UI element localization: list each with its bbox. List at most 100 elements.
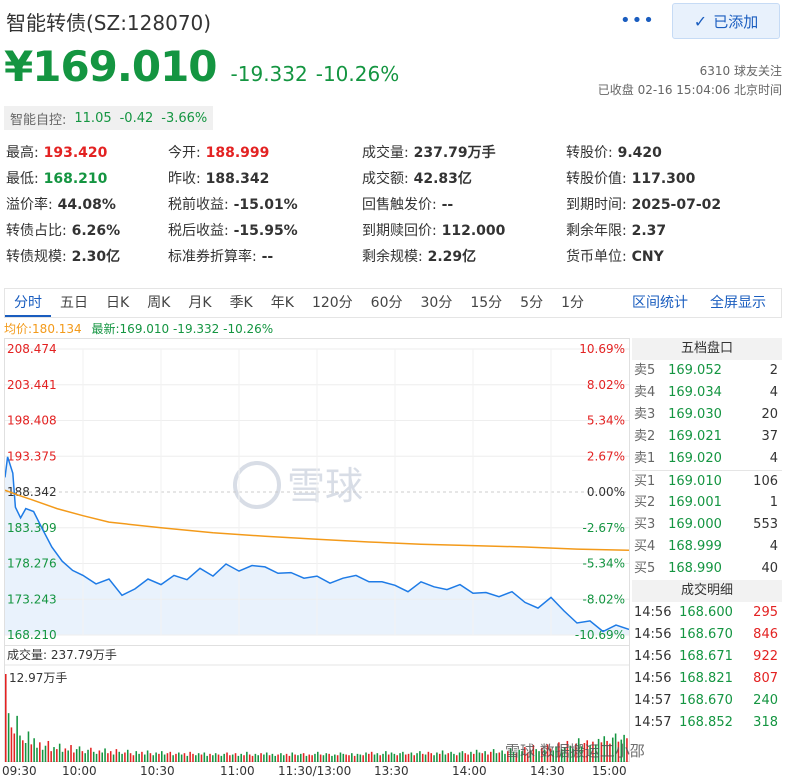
volume-bar — [353, 755, 356, 762]
stat-value: 117.300 — [626, 171, 696, 187]
more-options-icon[interactable]: ••• — [620, 10, 655, 31]
volume-bar — [535, 749, 537, 762]
watermark-xueqiu: 雪球 — [287, 464, 363, 508]
tab-period[interactable]: 月K — [188, 295, 212, 311]
volume-bar — [158, 753, 160, 762]
volume-bar — [121, 753, 123, 762]
volume-bar — [461, 751, 464, 762]
volume-bar — [206, 755, 208, 762]
trade-qty: 318 — [753, 715, 778, 730]
stat-label: 到期赎回价: — [362, 223, 437, 239]
bid-label: 买4 — [634, 539, 656, 554]
stat-value: 188.999 — [200, 145, 270, 161]
trade-qty: 922 — [753, 649, 778, 664]
volume-bar — [393, 753, 396, 762]
intraday-chart-svg: 雪球 208.474 10.69% 203.441 8.02% 198.408 5.34% 1… — [4, 342, 630, 642]
volume-bar — [56, 749, 58, 762]
volume-bar — [192, 753, 194, 762]
tab-period[interactable]: 30分 — [420, 295, 453, 311]
tab-period[interactable]: 5分 — [520, 295, 544, 311]
avg-price-line — [4, 489, 630, 552]
ask-qty: 2 — [769, 363, 778, 378]
tab-period[interactable]: 年K — [270, 295, 294, 311]
volume-bar — [143, 754, 146, 762]
volume-bar — [444, 754, 447, 762]
stat-item: 转股价: 9.420 — [566, 142, 662, 162]
volume-bar — [98, 750, 101, 762]
volume-bar — [39, 742, 41, 762]
price-line — [4, 456, 630, 633]
volume-bar — [294, 754, 296, 762]
volume-bar — [538, 751, 540, 762]
volume-bar — [92, 751, 95, 762]
volume-bar — [118, 751, 121, 762]
fullscreen-link[interactable]: 全屏显示 — [710, 295, 766, 311]
volume-bar — [67, 750, 69, 762]
followers-count[interactable]: 6310 球友关注 — [699, 64, 782, 78]
volume-bar — [265, 752, 268, 762]
volume-bar — [455, 755, 458, 762]
tab-period[interactable]: 五日 — [60, 295, 88, 311]
stat-value: 44.08% — [52, 197, 116, 213]
trade-price: 168.670 — [679, 627, 733, 642]
bid-row: 买5 168.990 40 — [632, 558, 782, 580]
stat-item: 剩余年限: 2.37 — [566, 220, 666, 240]
market-status: 已收盘 02-16 15:04:06 北京时间 — [597, 83, 782, 97]
tab-period[interactable]: 周K — [147, 295, 171, 311]
y-tick-right: -10.69% — [575, 628, 625, 642]
volume-bar — [328, 753, 330, 762]
volume-bar — [413, 755, 415, 762]
volume-bar — [161, 751, 163, 762]
trade-row: 14:56 168.600 295 — [632, 602, 782, 624]
volume-bar — [172, 755, 174, 762]
tab-period[interactable]: 1分 — [561, 295, 584, 311]
stat-value: -15.95% — [228, 223, 298, 239]
volume-bar — [606, 740, 608, 762]
volume-bar — [331, 755, 333, 762]
y-tick-left: 193.375 — [7, 449, 57, 463]
volume-chart[interactable]: 成交量: 237.79万手 12.97万手 — [4, 646, 630, 762]
bid-row: 买3 169.000 553 — [632, 514, 782, 536]
volume-bar — [41, 749, 44, 762]
tab-period[interactable]: 60分 — [370, 295, 403, 311]
volume-bar — [617, 741, 620, 762]
tab-period[interactable]: 15分 — [470, 295, 503, 311]
volume-bar — [237, 755, 240, 762]
tab-period[interactable]: 120分 — [311, 295, 353, 311]
ask-price: 169.021 — [668, 429, 722, 444]
bid-price: 168.999 — [668, 539, 722, 554]
volume-bar — [470, 751, 472, 762]
volume-bar — [61, 751, 64, 762]
x-tick: 13:30 — [374, 764, 409, 778]
interval-stats-link[interactable]: 区间统计 — [632, 295, 688, 311]
tab-period[interactable]: 季K — [229, 295, 253, 311]
intraday-chart[interactable]: 雪球 208.474 10.69% 203.441 8.02% 198.408 5.34% 1… — [4, 338, 630, 646]
underlying-stock[interactable]: 智能自控: 11.05 -0.42 -3.66% — [4, 106, 214, 130]
volume-bar — [563, 747, 566, 762]
volume-bar — [248, 754, 251, 762]
ask-qty: 37 — [761, 429, 778, 444]
volume-bar — [64, 748, 67, 762]
volume-bar — [183, 753, 186, 762]
stat-item: 最低: 168.210 — [6, 168, 107, 188]
volume-bar — [138, 753, 140, 762]
ask-row: 卖2 169.021 37 — [632, 426, 782, 448]
volume-bar — [498, 752, 501, 762]
y-tick-left: 198.408 — [7, 414, 57, 428]
bid-price: 169.010 — [668, 474, 722, 489]
stat-label: 成交量: — [362, 145, 409, 161]
tab-period[interactable]: 分时 — [5, 289, 51, 317]
order-book-panel: 五档盘口 卖5 169.052 2 卖4 169.034 4 卖3 169.030 20 卖2 169… — [632, 338, 782, 762]
volume-bar — [5, 674, 7, 762]
volume-bar — [558, 742, 560, 762]
volume-bar — [87, 749, 89, 762]
ask-price: 169.020 — [668, 451, 722, 466]
trade-row: 14:56 168.671 922 — [632, 646, 782, 668]
tab-period[interactable]: 日K — [106, 295, 130, 311]
volume-bar — [419, 751, 421, 762]
y-tick-left: 178.276 — [7, 557, 57, 571]
legend-latest: 最新:169.010 -19.332 -10.26% — [91, 322, 274, 336]
stat-label: 转股价: — [566, 145, 613, 161]
y-tick-right: -8.02% — [583, 592, 625, 606]
added-watchlist-button[interactable]: ✓ 已添加 — [672, 3, 780, 39]
